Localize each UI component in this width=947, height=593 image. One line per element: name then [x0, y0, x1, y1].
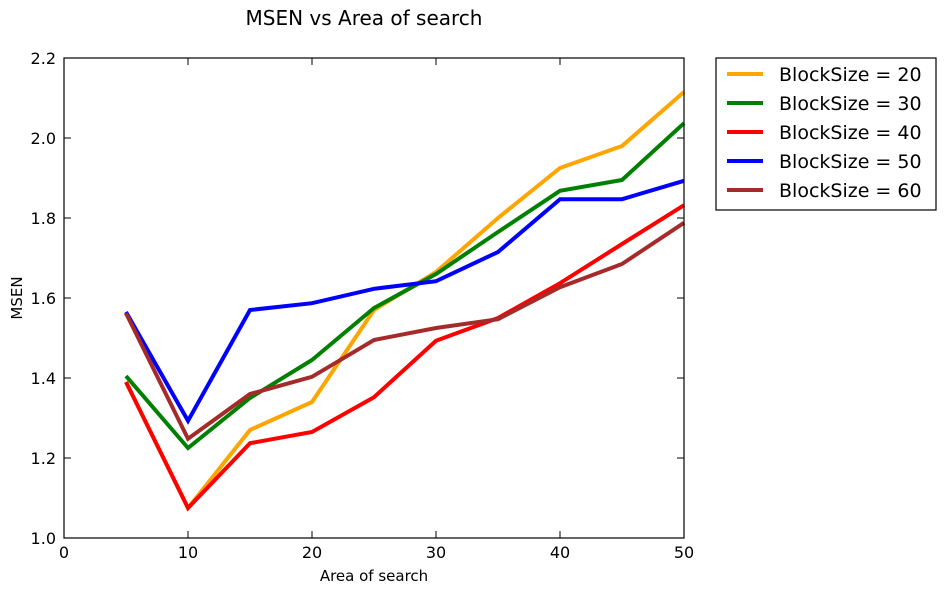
- y-tick-label: 1.6: [31, 289, 56, 308]
- series-line-5: [124, 221, 686, 442]
- y-axis-label: MSEN: [8, 276, 26, 319]
- series-line-3: [124, 203, 686, 512]
- y-tick-label: 1.4: [31, 369, 56, 388]
- x-tick-label: 10: [178, 543, 198, 562]
- plot-area: 0 10 20 30 40 50 1.0 1.2 1.4 1.6 1.8 2.0 2.2: [31, 49, 695, 562]
- x-tick-label: 0: [59, 543, 69, 562]
- chart-title: MSEN vs Area of search: [246, 6, 483, 30]
- y-tick-label: 1.0: [31, 529, 56, 548]
- plot-background: [64, 58, 684, 538]
- y-tick-label: 2.2: [31, 49, 56, 68]
- legend-label: BlockSize = 40: [779, 122, 922, 144]
- x-tick-label: 30: [426, 543, 446, 562]
- y-tick-label: 1.2: [31, 449, 56, 468]
- x-tick-label: 40: [550, 543, 570, 562]
- series-layer: [124, 90, 686, 512]
- y-tick-label: 2.0: [31, 129, 56, 148]
- x-tick-label: 50: [674, 543, 694, 562]
- legend-label: BlockSize = 20: [779, 64, 922, 86]
- legend-label: BlockSize = 30: [779, 93, 922, 115]
- series-line-2: [124, 121, 686, 451]
- series-line-4: [124, 178, 685, 425]
- legend-label: BlockSize = 60: [779, 180, 922, 202]
- legend-label: BlockSize = 50: [779, 151, 922, 173]
- x-axis-label: Area of search: [320, 567, 428, 585]
- y-tick-label: 1.8: [31, 209, 56, 228]
- legend: BlockSize = 20 BlockSize = 30 BlockSize = …: [715, 57, 937, 211]
- x-tick-label: 20: [302, 543, 322, 562]
- ticks-layer: 0 10 20 30 40 50 1.0 1.2 1.4 1.6 1.8 2.0 2.2: [31, 49, 695, 562]
